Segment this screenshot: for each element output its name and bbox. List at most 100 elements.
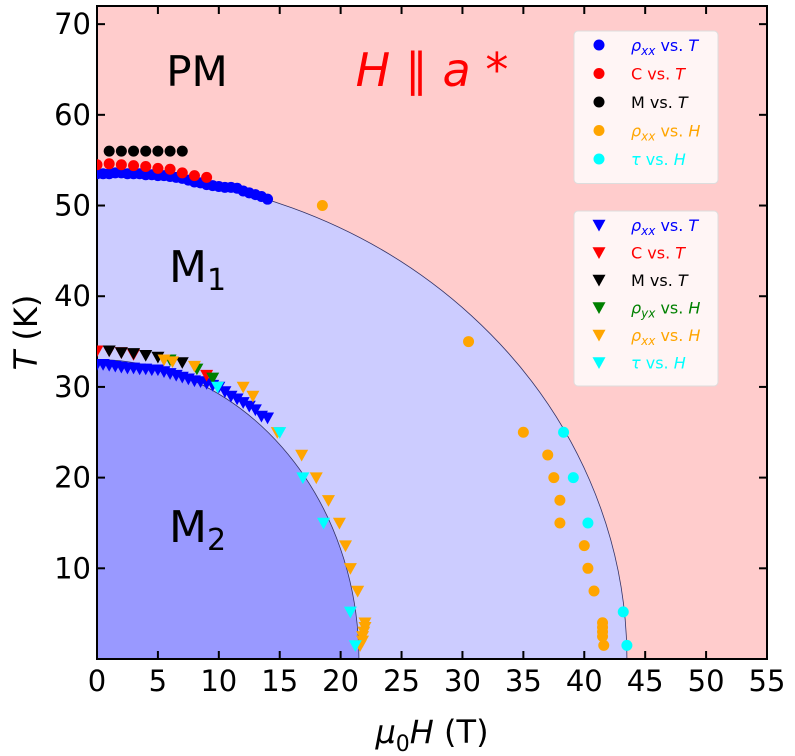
data-point-circle — [316, 200, 328, 212]
data-point-circle — [582, 517, 594, 529]
data-point-circle — [621, 639, 633, 651]
data-point-triangle — [317, 517, 331, 530]
data-point-triangle — [230, 393, 244, 406]
legend-marker — [592, 219, 606, 232]
legend-triangles: ρxx vs. T C vs. T M vs. T ρyx vs. H ρxx vs. … — [573, 210, 719, 387]
legend-circles: ρxx vs. T C vs. T M vs. T ρxx vs. H τ vs. H — [573, 30, 719, 184]
data-point-circle — [463, 336, 475, 348]
legend-entry-label: C vs. T — [631, 244, 686, 263]
data-point-triangle — [246, 390, 260, 403]
x-tick-label: 25 — [383, 664, 420, 698]
x-tick-label: 5 — [149, 664, 167, 698]
y-tick-label: 70 — [54, 7, 91, 41]
data-point-triangle — [127, 348, 141, 360]
x-tick-label: 20 — [322, 664, 359, 698]
y-tick-label: 40 — [54, 279, 91, 313]
x-tick-label: 10 — [200, 664, 237, 698]
data-point-circle — [97, 159, 103, 171]
region-label-m2: M2 — [169, 502, 226, 558]
data-point-triangle — [261, 412, 275, 425]
region-label-m1: M1 — [169, 242, 226, 298]
data-point-triangle — [273, 427, 287, 439]
data-point-circle — [128, 160, 140, 172]
data-point-circle — [554, 517, 566, 529]
legend-entry-label: M vs. T — [631, 271, 689, 290]
x-tick-label: 50 — [688, 664, 725, 698]
y-tick-label: 60 — [54, 98, 91, 132]
data-point-circle — [617, 606, 629, 618]
data-point-triangle — [242, 400, 256, 413]
data-point-triangle — [332, 517, 346, 530]
data-point-circle — [188, 170, 200, 182]
data-point-circle — [201, 171, 213, 183]
x-tick-label: 0 — [88, 664, 106, 698]
legend-entry-label: C vs. T — [631, 65, 686, 84]
data-point-circle — [578, 540, 590, 552]
y-axis-label: T (K) — [7, 295, 45, 371]
data-point-circle — [548, 472, 560, 484]
legend-entry-label: ρxx vs. T — [631, 36, 699, 58]
data-point-triangle — [339, 540, 353, 553]
data-point-circle — [103, 145, 115, 157]
data-point-circle — [128, 145, 140, 157]
axis-ticks: 0 5 10 15 20 25 30 35 40 45 50 55 10 20 30 40 50 60 70 — [54, 6, 785, 698]
data-point-circle — [262, 193, 274, 205]
x-tick-label: 55 — [749, 664, 786, 698]
data-point-triangle — [218, 386, 232, 398]
legend-marker — [593, 96, 605, 108]
data-point-circle — [567, 472, 579, 484]
data-point-triangle — [343, 563, 357, 575]
legend-marker — [592, 302, 606, 314]
data-point-circle — [582, 562, 594, 574]
legend-marker — [593, 68, 605, 79]
data-point-triangle — [309, 472, 323, 485]
data-point-circle — [152, 162, 164, 174]
data-point-triangle — [295, 449, 309, 462]
data-point-triangle — [351, 585, 365, 598]
legend-entry-label: ρxx vs. H — [631, 122, 700, 144]
y-tick-label: 20 — [54, 461, 91, 495]
data-point-triangle — [175, 357, 189, 369]
data-point-circle — [115, 159, 127, 171]
legend-entry-label: ρxx vs. T — [631, 216, 699, 238]
legend-marker — [593, 153, 605, 165]
field-direction-annotation: H ∥ a * — [356, 43, 509, 97]
x-axis-label: μ0H (T) — [374, 713, 488, 756]
data-point-triangle — [206, 372, 220, 385]
legend-marker — [593, 39, 605, 51]
data-point-circle — [176, 145, 188, 157]
legend-box — [573, 210, 719, 387]
x-tick-label: 45 — [627, 664, 664, 698]
legend-marker — [592, 247, 606, 259]
legend-entry-label: ρxx vs. H — [631, 326, 700, 348]
legend-marker — [593, 125, 605, 136]
legend-entry-label: ρyx vs. H — [631, 299, 700, 321]
legend-marker — [592, 274, 606, 287]
x-tick-label: 35 — [505, 664, 542, 698]
data-point-circle — [152, 145, 164, 157]
data-point-circle — [140, 145, 152, 157]
data-point-circle — [103, 158, 115, 170]
legend-marker — [592, 329, 606, 342]
x-tick-label: 15 — [261, 664, 298, 698]
data-point-circle — [517, 426, 529, 438]
data-point-circle — [164, 145, 176, 157]
y-tick-label: 50 — [54, 189, 91, 223]
legend-entry-label: τ vs. H — [631, 150, 686, 169]
legend-box — [573, 30, 719, 184]
data-point-triangle — [102, 345, 116, 358]
data-point-triangle — [236, 397, 250, 409]
plot-frame — [96, 5, 768, 660]
legend-marker — [592, 357, 606, 369]
y-tick-label: 30 — [54, 370, 91, 404]
data-point-triangle — [248, 404, 262, 417]
data-point-triangle — [187, 360, 201, 373]
data-point-triangle — [139, 349, 153, 362]
x-tick-label: 30 — [444, 664, 481, 698]
data-point-circle — [164, 163, 176, 175]
data-point-circle — [588, 585, 600, 597]
data-point-circle — [558, 426, 570, 438]
data-point-triangle — [343, 606, 357, 619]
x-tick-label: 40 — [566, 664, 603, 698]
